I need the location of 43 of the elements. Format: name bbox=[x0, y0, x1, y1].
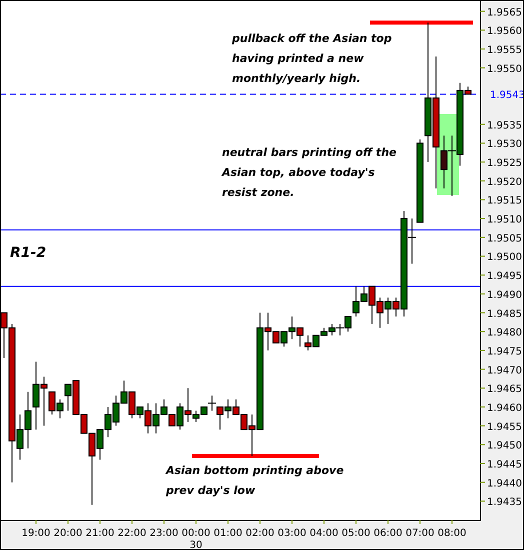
y-tick-label: 1.9555 bbox=[487, 44, 522, 56]
y-tick-label: 1.9560 bbox=[487, 26, 522, 38]
ref-line-label: R1-2 bbox=[10, 244, 46, 261]
x-tick-label: 07:00 bbox=[406, 528, 434, 539]
y-tick-label: 1.9515 bbox=[487, 196, 522, 207]
x-tick-label: 22:00 bbox=[118, 528, 146, 539]
y-tick-label: 1.9530 bbox=[487, 139, 522, 150]
y-tick-label: 1.9470 bbox=[487, 365, 522, 376]
annotation: Asian bottom printing above prev day's low bbox=[165, 464, 344, 497]
y-tick-label: 1.9460 bbox=[487, 402, 522, 414]
y-tick-label: 1.9510 bbox=[487, 214, 522, 226]
y-tick-label: 1.9465 bbox=[487, 384, 522, 396]
y-tick-label: 1.9445 bbox=[487, 459, 522, 470]
y-tick-label: 1.9500 bbox=[487, 252, 522, 264]
x-tick-label: 19:00 bbox=[22, 528, 50, 539]
y-tick-label: 1.9520 bbox=[487, 176, 522, 188]
y-tick-label: 1.9450 bbox=[487, 440, 522, 452]
y-tick-label: 1.9505 bbox=[487, 233, 522, 244]
x-tick-label: 05:00 bbox=[342, 528, 370, 539]
x-tick-label: 04:00 bbox=[310, 528, 338, 539]
x-tick-label: 00:00 30 bbox=[182, 528, 210, 550]
y-tick-label: 1.9535 bbox=[487, 120, 522, 132]
x-tick-label: 20:00 bbox=[54, 528, 82, 539]
x-tick-label: 01:00 bbox=[214, 528, 242, 539]
y-tick-label: 1.9480 bbox=[487, 328, 522, 339]
annotation: pullback off the Asian top having printed a new monthly/yearly high. bbox=[231, 32, 392, 85]
y-tick-label: 1.9455 bbox=[487, 422, 522, 433]
annotation: neutral bars printing off the Asian top, above today's resist zone. bbox=[221, 146, 398, 199]
x-tick-label: 06:00 bbox=[374, 528, 402, 539]
y-tick-label: 1.9435 bbox=[487, 497, 522, 508]
y-tick-label: 1.9550 bbox=[487, 64, 522, 75]
y-tick-label: 1.9490 bbox=[487, 290, 522, 301]
x-tick-label: 02:00 bbox=[246, 528, 274, 539]
y-tick-label: 1.9565 bbox=[487, 7, 522, 18]
x-tick-label: 23:00 bbox=[150, 528, 178, 539]
x-tick-label: 21:00 bbox=[86, 528, 114, 539]
x-tick-label: 03:00 bbox=[278, 528, 306, 539]
y-tick-label: 1.9495 bbox=[487, 271, 522, 282]
y-tick-label: 1.9440 bbox=[487, 478, 522, 490]
y-tick-label: 1.9525 bbox=[487, 158, 522, 170]
y-tick-label: 1.9485 bbox=[487, 308, 522, 320]
x-tick-label: 08:00 bbox=[438, 528, 466, 539]
y-tick-label: 1.9475 bbox=[487, 346, 522, 358]
